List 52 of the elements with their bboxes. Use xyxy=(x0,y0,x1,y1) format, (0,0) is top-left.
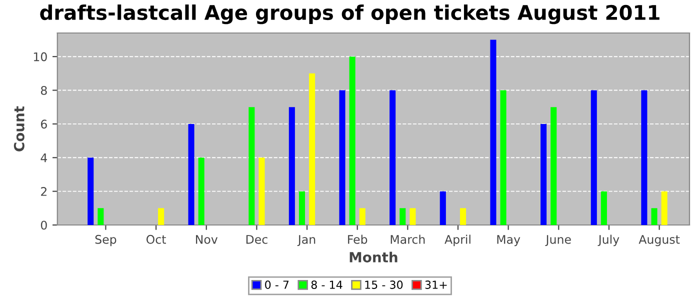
x-tick-label: Nov xyxy=(196,235,218,244)
bar xyxy=(288,107,295,225)
x-tick-label: July xyxy=(598,234,620,246)
bar xyxy=(641,90,648,225)
x-tick-label: Sep xyxy=(95,234,116,246)
bar xyxy=(188,124,194,225)
x-tick-label: April xyxy=(444,234,470,246)
x-tick-label: Dec xyxy=(246,235,268,244)
x-tick-label: March xyxy=(390,234,425,244)
legend-label: 31+ xyxy=(425,280,447,289)
y-tick-label: 4 xyxy=(40,154,48,162)
y-tick-label: 6 xyxy=(40,120,47,129)
bar xyxy=(400,208,406,225)
legend-label: 15 - 30 xyxy=(365,280,403,289)
bar xyxy=(460,208,466,225)
bar xyxy=(158,208,164,225)
bar xyxy=(500,90,506,225)
bar xyxy=(198,158,204,225)
x-tick-label: August xyxy=(638,235,680,246)
bar xyxy=(359,208,366,225)
chart-title: drafts-lastcall Age groups of open tickets August 2011 xyxy=(40,4,660,24)
bar xyxy=(298,191,306,225)
bar xyxy=(390,90,396,225)
bar xyxy=(349,56,356,225)
x-tick-label: June xyxy=(545,235,571,246)
bar xyxy=(339,90,346,225)
bar xyxy=(258,158,265,225)
bar xyxy=(88,158,94,225)
bar xyxy=(490,40,496,225)
bar xyxy=(248,107,255,225)
y-tick-label: 0 xyxy=(40,220,47,230)
bar xyxy=(550,107,557,225)
x-tick-label: Oct xyxy=(146,234,166,244)
bar xyxy=(440,191,446,225)
legend-label: 8 - 14 xyxy=(311,280,342,289)
bar xyxy=(651,208,658,225)
y-axis-title: Count xyxy=(14,106,24,152)
bar xyxy=(661,191,668,225)
x-tick-label: Feb xyxy=(348,234,368,244)
bar xyxy=(309,73,316,225)
x-axis-title: Month xyxy=(350,252,398,262)
y-tick-label: 10 xyxy=(34,52,47,62)
bar xyxy=(98,208,104,225)
y-tick-label: 2 xyxy=(41,187,46,196)
y-tick-label: 8 xyxy=(40,86,47,95)
legend-label: 0 - 7 xyxy=(265,280,289,289)
x-tick-label: Jan xyxy=(297,235,316,246)
bar xyxy=(600,191,607,225)
bar xyxy=(590,90,597,225)
bar xyxy=(540,124,547,225)
bar xyxy=(410,208,416,225)
x-tick-label: May xyxy=(497,235,520,246)
